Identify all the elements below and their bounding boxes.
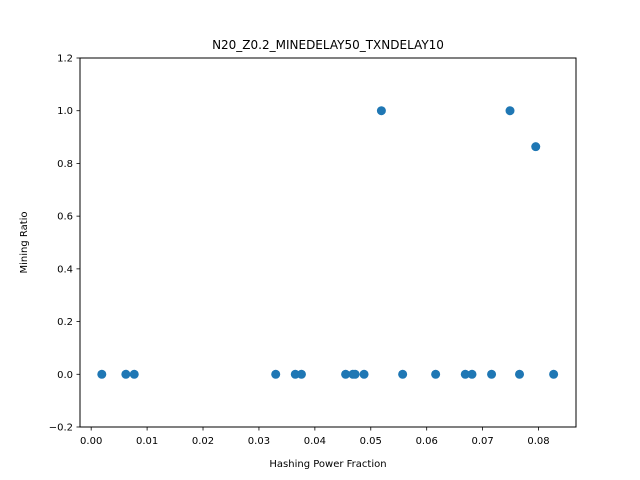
x-tick-label: 0.01 (136, 436, 158, 447)
x-tick-label: 0.02 (192, 436, 214, 447)
y-axis-label: Mining Ratio (19, 211, 30, 273)
data-point (431, 369, 441, 379)
data-point (487, 369, 497, 379)
data-point (549, 369, 559, 379)
x-tick-label: 0.08 (527, 436, 549, 447)
data-point (121, 369, 131, 379)
x-tick-label: 0.04 (304, 436, 326, 447)
y-tick-label: 1.2 (57, 54, 73, 65)
x-tick-label: 0.07 (471, 436, 493, 447)
data-point (359, 369, 369, 379)
x-tick-label: 0.03 (248, 436, 270, 447)
data-point (296, 369, 306, 379)
data-point (341, 369, 351, 379)
data-point (97, 369, 107, 379)
data-point (467, 369, 477, 379)
data-points (97, 106, 559, 379)
y-tick-label: 0.4 (57, 264, 73, 275)
data-point (460, 369, 470, 379)
y-tick-label: 0.8 (57, 159, 73, 170)
data-point (531, 142, 541, 152)
data-point (515, 369, 525, 379)
y-tick-label: 1.0 (57, 106, 73, 117)
y-tick-label: 0.2 (57, 317, 73, 328)
data-point (129, 369, 139, 379)
axis-ticks: 0.00 0.01 0.02 0.03 0.04 0.05 0.06 0.07 0.08 −0.2… (49, 54, 550, 448)
y-tick-label: 0.6 (57, 212, 73, 223)
data-point (290, 369, 300, 379)
data-point (398, 369, 408, 379)
x-tick-label: 0.00 (80, 436, 102, 447)
data-point (271, 369, 281, 379)
data-point (350, 369, 360, 379)
data-point (505, 106, 515, 116)
data-point (376, 106, 386, 116)
chart-title: N20_Z0.2_MINEDELAY50_TXNDELAY10 (212, 38, 444, 52)
plot-frame (79, 57, 577, 428)
y-tick-label: −0.2 (49, 423, 73, 434)
x-tick-label: 0.05 (360, 436, 382, 447)
y-tick-label: 0.0 (57, 370, 73, 381)
x-axis-label: Hashing Power Fraction (269, 459, 386, 470)
x-tick-label: 0.06 (416, 436, 438, 447)
